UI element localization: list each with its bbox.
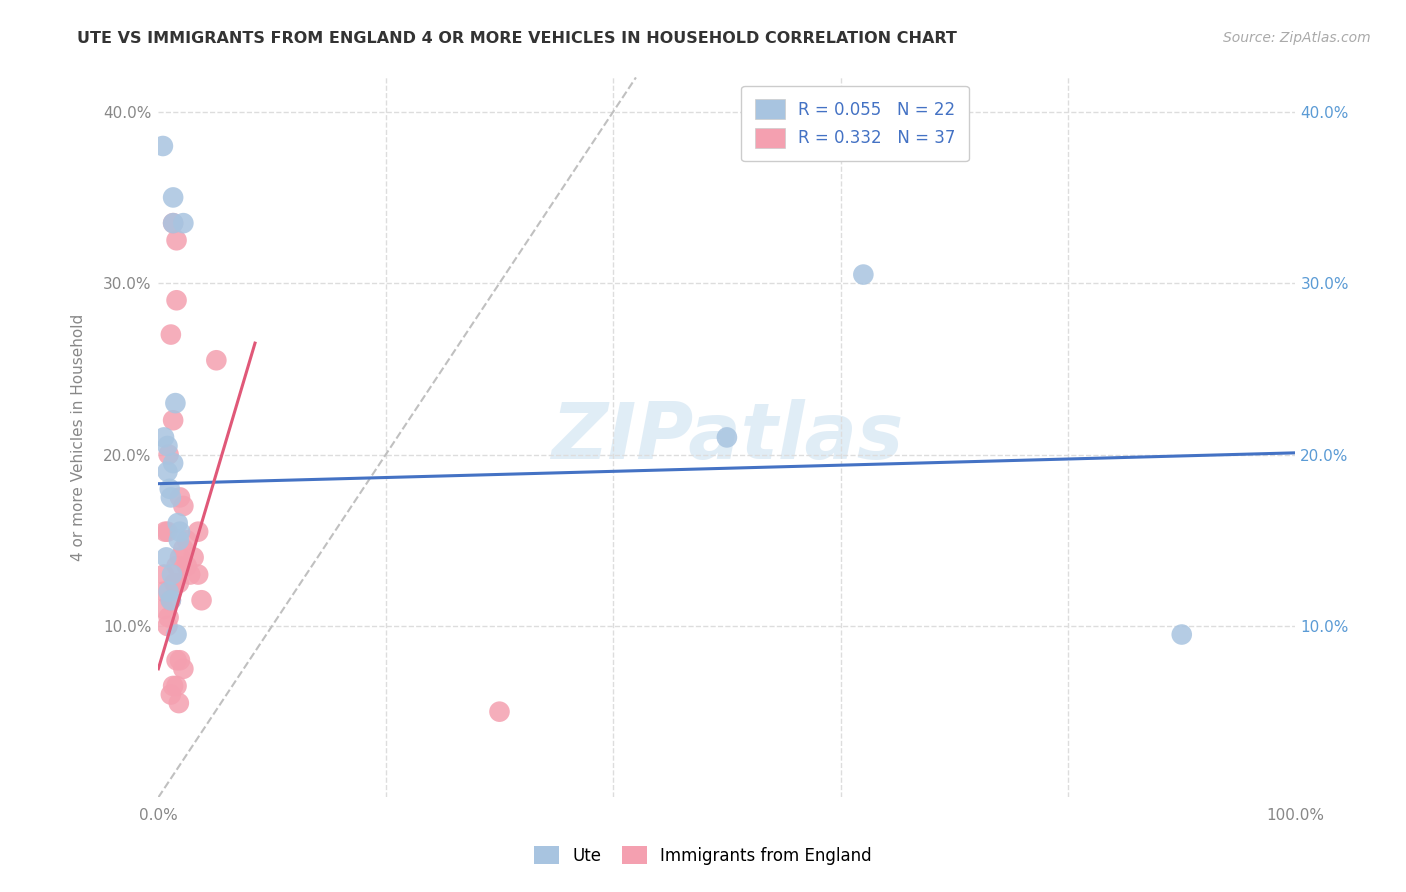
Point: [166, 516, 188, 530]
Point: [153, 567, 176, 582]
Point: [166, 558, 188, 573]
Point: [166, 627, 188, 641]
Point: [172, 541, 194, 556]
Text: ZIPatlas: ZIPatlas: [551, 400, 903, 475]
Point: [160, 491, 183, 505]
Point: [156, 465, 179, 479]
Point: [160, 593, 183, 607]
Point: [167, 576, 190, 591]
Point: [176, 533, 198, 548]
Point: [160, 593, 183, 607]
Point: [176, 558, 198, 573]
Point: [153, 602, 176, 616]
Point: [160, 688, 183, 702]
Point: [179, 567, 201, 582]
Point: [159, 482, 181, 496]
Point: [852, 268, 875, 282]
Point: [166, 679, 188, 693]
Point: [488, 705, 510, 719]
Point: [169, 491, 191, 505]
Point: [172, 499, 194, 513]
Legend: Ute, Immigrants from England: Ute, Immigrants from England: [526, 838, 880, 873]
Point: [166, 653, 188, 667]
Point: [162, 413, 184, 427]
Point: [187, 524, 209, 539]
Point: [172, 662, 194, 676]
Point: [155, 550, 177, 565]
Point: [166, 293, 188, 308]
Point: [1171, 627, 1194, 641]
Point: [162, 216, 184, 230]
Point: [169, 524, 191, 539]
Point: [157, 448, 180, 462]
Text: Source: ZipAtlas.com: Source: ZipAtlas.com: [1223, 31, 1371, 45]
Point: [157, 584, 180, 599]
Point: [172, 216, 194, 230]
Point: [162, 679, 184, 693]
Point: [153, 524, 176, 539]
Point: [160, 327, 183, 342]
Point: [162, 190, 184, 204]
Point: [152, 139, 174, 153]
Point: [156, 619, 179, 633]
Point: [167, 533, 190, 548]
Point: [156, 439, 179, 453]
Point: [190, 593, 212, 607]
Point: [163, 576, 186, 591]
Point: [167, 696, 190, 710]
Point: [156, 524, 179, 539]
Point: [162, 216, 184, 230]
Point: [162, 456, 184, 470]
Point: [183, 550, 205, 565]
Point: [205, 353, 228, 368]
Point: [716, 430, 738, 444]
Point: [165, 396, 187, 410]
Legend: R = 0.055   N = 22, R = 0.332   N = 37: R = 0.055 N = 22, R = 0.332 N = 37: [741, 86, 969, 161]
Point: [160, 567, 183, 582]
Y-axis label: 4 or more Vehicles in Household: 4 or more Vehicles in Household: [72, 314, 86, 561]
Point: [153, 430, 176, 444]
Point: [187, 567, 209, 582]
Point: [157, 610, 180, 624]
Text: UTE VS IMMIGRANTS FROM ENGLAND 4 OR MORE VEHICLES IN HOUSEHOLD CORRELATION CHART: UTE VS IMMIGRANTS FROM ENGLAND 4 OR MORE…: [77, 31, 957, 46]
Point: [166, 233, 188, 247]
Point: [169, 550, 191, 565]
Point: [153, 584, 176, 599]
Point: [169, 653, 191, 667]
